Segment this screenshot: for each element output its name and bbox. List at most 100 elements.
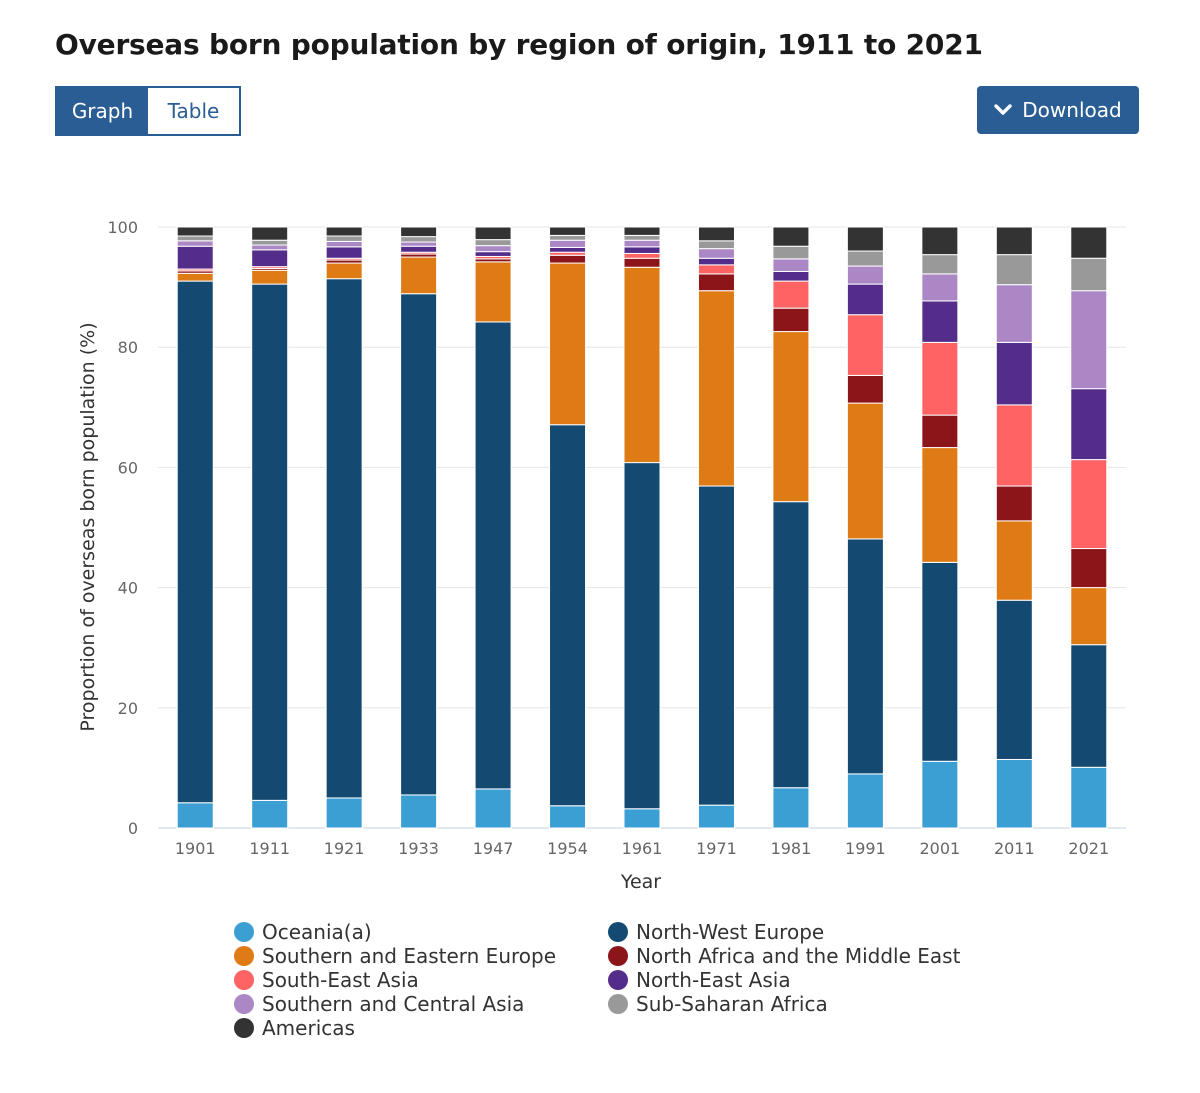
bar-segment[interactable] [697,240,735,250]
bar-segment[interactable] [549,246,587,253]
download-button[interactable]: Download [977,86,1139,134]
bar-segment[interactable] [995,284,1033,343]
bar-segment[interactable] [474,245,512,253]
bar-segment[interactable] [921,561,959,762]
bar-segment[interactable] [1070,548,1108,589]
bar-segment[interactable] [995,226,1033,256]
bar-segment[interactable] [995,341,1033,406]
bar-segment[interactable] [549,254,587,264]
bar-segment[interactable] [400,226,438,238]
bar-segment[interactable] [400,245,438,253]
bar-segment[interactable] [772,280,810,309]
bar-segment[interactable] [1070,257,1108,292]
bar-segment[interactable] [697,485,735,806]
bar-segment[interactable] [1070,644,1108,768]
bar-segment[interactable] [474,226,512,241]
bar-segment[interactable] [623,462,661,810]
bar-segment[interactable] [772,226,810,247]
bar-segment[interactable] [772,245,810,260]
legend-item[interactable]: Sub-Saharan Africa [608,992,988,1016]
bar-segment[interactable] [400,794,438,829]
bar-segment[interactable] [325,235,363,242]
bar-segment[interactable] [549,424,587,807]
bar-segment[interactable] [474,251,512,257]
bar-segment[interactable] [995,758,1033,829]
bar-segment[interactable] [251,226,289,241]
bar-segment[interactable] [846,314,884,376]
bar-segment[interactable] [251,269,289,285]
bar-segment[interactable] [921,414,959,449]
bar-segment[interactable] [697,226,735,242]
bar-segment[interactable] [772,307,810,333]
bar-segment[interactable] [251,283,289,801]
bar-segment[interactable] [251,799,289,829]
bar-segment[interactable] [325,226,363,237]
bar-segment[interactable] [623,226,661,236]
bar-segment[interactable] [623,252,661,259]
bar-segment[interactable] [995,599,1033,760]
bar-segment[interactable] [846,226,884,252]
bar-segment[interactable] [549,239,587,248]
bar-segment[interactable] [176,280,214,804]
bar-segment[interactable] [1070,766,1108,829]
legend-item[interactable]: Oceania(a) [234,920,608,944]
bar-segment[interactable] [623,239,661,248]
bar-segment[interactable] [251,249,289,268]
bar-segment[interactable] [251,244,289,251]
legend-item[interactable]: North-West Europe [608,920,988,944]
bar-segment[interactable] [325,262,363,280]
bar-segment[interactable] [325,240,363,248]
bar-segment[interactable] [176,802,214,829]
bar-segment[interactable] [772,501,810,789]
bar-segment[interactable] [995,254,1033,286]
legend-item[interactable]: Southern and Eastern Europe [234,944,608,968]
bar-segment[interactable] [623,266,661,464]
graph-tab[interactable]: Graph [57,88,148,134]
bar-segment[interactable] [697,264,735,275]
legend-item[interactable]: North Africa and the Middle East [608,944,988,968]
bar-segment[interactable] [325,278,363,799]
bar-segment[interactable] [176,226,214,237]
bar-segment[interactable] [846,265,884,285]
bar-segment[interactable] [921,447,959,563]
bar-segment[interactable] [697,290,735,487]
bar-segment[interactable] [846,374,884,404]
bar-segment[interactable] [921,300,959,343]
bar-segment[interactable] [846,538,884,775]
bar-segment[interactable] [400,256,438,295]
bar-segment[interactable] [325,797,363,829]
bar-segment[interactable] [697,248,735,259]
bar-segment[interactable] [176,235,214,242]
bar-segment[interactable] [549,226,587,236]
bar-segment[interactable] [325,246,363,259]
bar-segment[interactable] [549,234,587,241]
bar-segment[interactable] [846,250,884,267]
bar-segment[interactable] [846,402,884,540]
bar-segment[interactable] [176,272,214,282]
bar-segment[interactable] [474,261,512,323]
bar-segment[interactable] [921,341,959,416]
bar-segment[interactable] [921,254,959,275]
bar-segment[interactable] [474,321,512,790]
bar-segment[interactable] [772,270,810,282]
bar-segment[interactable] [995,485,1033,522]
bar-segment[interactable] [1070,459,1108,550]
bar-segment[interactable] [697,257,735,266]
bar-segment[interactable] [697,804,735,829]
legend-item[interactable]: North-East Asia [608,968,988,992]
bar-segment[interactable] [846,773,884,829]
legend-item[interactable]: South-East Asia [234,968,608,992]
bar-segment[interactable] [623,246,661,254]
bar-segment[interactable] [1070,290,1108,390]
bar-segment[interactable] [772,331,810,503]
bar-segment[interactable] [1070,388,1108,461]
bar-segment[interactable] [400,241,438,247]
bar-segment[interactable] [251,239,289,246]
bar-segment[interactable] [697,273,735,292]
bar-segment[interactable] [772,787,810,829]
bar-segment[interactable] [846,283,884,316]
bar-segment[interactable] [995,520,1033,601]
bar-segment[interactable] [549,805,587,829]
bar-segment[interactable] [1070,226,1108,259]
legend-item[interactable]: Americas [234,1016,608,1040]
